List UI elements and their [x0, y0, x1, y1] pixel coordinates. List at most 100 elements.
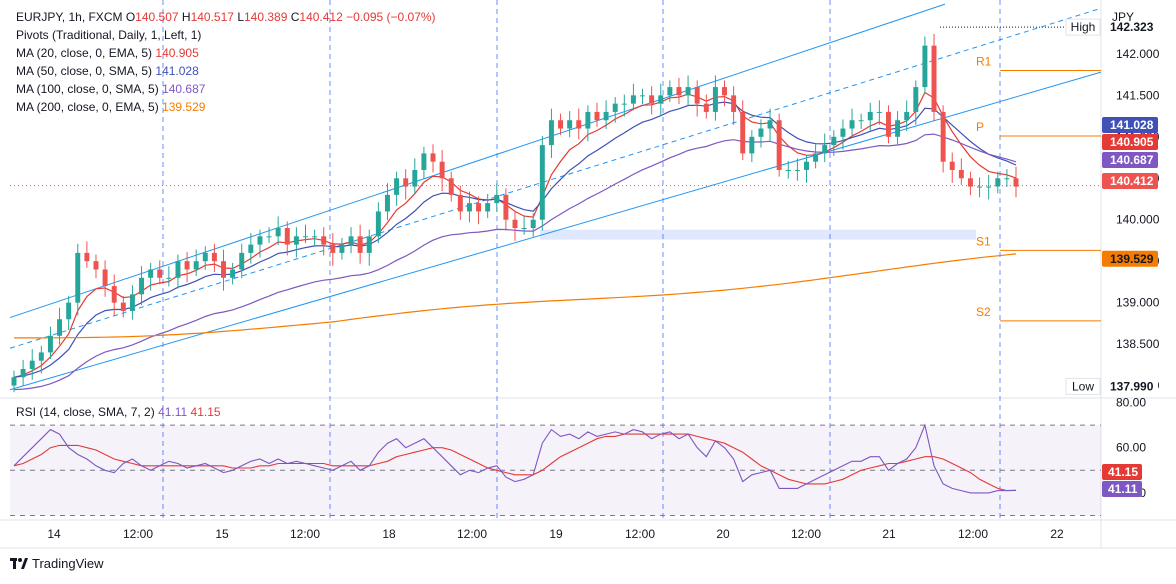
indicator-ma200[interactable]: MA (200, close, 0, EMA, 5) 139.529 [16, 98, 436, 116]
candle-body [858, 120, 864, 122]
indicator-label: MA (50, close, 0, SMA, 5) [16, 64, 153, 78]
candle-body [594, 111, 600, 121]
candle-body [576, 120, 582, 129]
candle-body [157, 269, 163, 278]
candle-body [485, 203, 491, 212]
indicator-value: 139.529 [162, 100, 206, 114]
rsi-tick-label: 60.00 [1116, 441, 1146, 455]
candle-body [749, 136, 755, 154]
candle-body [640, 95, 646, 97]
candle-body [111, 286, 117, 303]
candle-body [93, 261, 99, 270]
time-tick-label: 12:00 [123, 527, 153, 541]
candle-body [521, 228, 527, 230]
candle-body [230, 269, 236, 278]
indicator-value: 140.687 [162, 82, 206, 96]
rsi-ma-value: 41.15 [190, 405, 221, 419]
high-badge [1102, 19, 1158, 36]
ma50-badge-text: 141.028 [1110, 118, 1154, 132]
high-label: H [181, 10, 191, 24]
candle-body [403, 178, 409, 187]
candle-body [849, 120, 855, 129]
high-value: 140.517 [190, 10, 234, 24]
candle-body [630, 95, 636, 104]
candle-body [184, 261, 190, 270]
candle-body [794, 169, 800, 171]
candle-body [512, 219, 518, 229]
candle-body [1004, 178, 1010, 180]
candle-body [47, 335, 53, 353]
candle-body [895, 120, 901, 137]
ma50-badge [1102, 117, 1158, 133]
candle-body [612, 103, 618, 112]
candle-body [913, 87, 919, 112]
candle-body [603, 111, 609, 121]
candle-body [539, 145, 545, 220]
rsi-label: RSI (14, close, SMA, 7, 2) [16, 405, 155, 419]
candle-body [202, 252, 208, 262]
candle-body [84, 252, 90, 262]
candle-body [503, 194, 509, 220]
candle-body [904, 111, 910, 121]
candle-body [139, 277, 145, 295]
low-value: 140.389 [244, 10, 288, 24]
ma100-badge-text: 140.687 [1110, 153, 1154, 167]
time-tick-label: 22 [1050, 527, 1064, 541]
candle-body [457, 194, 463, 212]
candle-body [667, 87, 673, 96]
time-tick-label: 12:00 [457, 527, 487, 541]
indicator-ma20[interactable]: MA (20, close, 0, EMA, 5) 140.905 [16, 44, 436, 62]
indicator-label: MA (200, close, 0, EMA, 5) [16, 100, 159, 114]
candle-body [658, 95, 664, 104]
candle-body [558, 120, 564, 129]
candle-body [585, 111, 591, 129]
candle-body [284, 228, 290, 245]
candle-body [357, 236, 363, 253]
candle-body [293, 236, 299, 245]
candle-body [767, 120, 773, 129]
candle-body [940, 111, 946, 162]
pivot-label-s1: S1 [976, 234, 991, 248]
time-tick-label: 15 [215, 527, 229, 541]
indicator-ma50[interactable]: MA (50, close, 0, SMA, 5) 141.028 [16, 62, 436, 80]
rsi-ma-line [13, 433, 1017, 492]
time-tick-label: 20 [716, 527, 730, 541]
rsi-legend[interactable]: RSI (14, close, SMA, 7, 2) 41.11 41.15 [16, 405, 221, 419]
last-price-badge [1102, 173, 1158, 189]
ma200-badge [1102, 250, 1158, 267]
time-tick-label: 12:00 [625, 527, 655, 541]
price-tick-label: 142.000 [1116, 47, 1160, 61]
indicator-value: 141.028 [155, 64, 199, 78]
rsi-tick-label: 80.00 [1116, 396, 1146, 410]
close-value: 140.412 [299, 10, 343, 24]
time-tick-label: 14 [47, 527, 61, 541]
indicator-value: 140.905 [155, 46, 199, 60]
candle-body [339, 244, 345, 253]
price-tick-label: 140.000 [1116, 213, 1160, 227]
candle-body [430, 153, 436, 162]
candle-body [102, 269, 108, 287]
candle-body [995, 178, 1001, 187]
candle-body [312, 236, 318, 238]
candle-body [722, 87, 727, 96]
ma200-line [14, 253, 1017, 339]
footer[interactable]: TradingView [10, 556, 104, 571]
time-tick-label: 12:00 [958, 527, 988, 541]
candle-body [867, 111, 873, 121]
time-tick-label: 21 [882, 527, 896, 541]
close-label: C [290, 10, 300, 24]
low-badge-tag-text: Low [1072, 379, 1094, 393]
price-tick-label: 139.000 [1116, 296, 1160, 310]
channel-upper [9, 3, 946, 319]
candle-body [275, 228, 281, 237]
candle-body [931, 45, 937, 112]
pivot-label-s2: S2 [976, 305, 991, 319]
candle-body [20, 368, 26, 378]
candle-body [977, 186, 983, 188]
candle-body [175, 261, 181, 278]
candle-body [804, 161, 809, 170]
indicator-ma100[interactable]: MA (100, close, 0, SMA, 5) 140.687 [16, 80, 436, 98]
candle-body [421, 153, 427, 170]
candle-body [266, 236, 272, 238]
indicator-pivots[interactable]: Pivots (Traditional, Daily, 1, Left, 1) [16, 26, 436, 44]
